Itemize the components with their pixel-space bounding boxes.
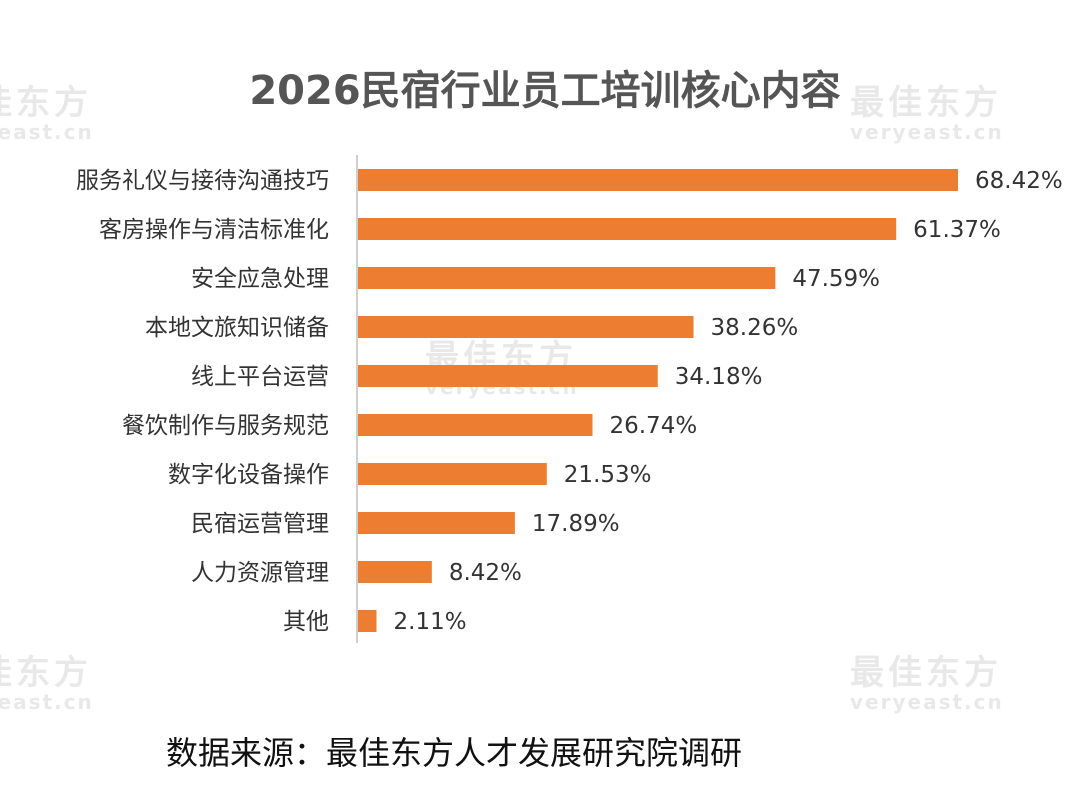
category-label: 餐饮制作与服务规范: [122, 413, 329, 439]
bar: [358, 512, 515, 534]
chart-title: 2026民宿行业员工培训核心内容: [249, 68, 841, 114]
bar: [358, 414, 593, 436]
bar-group: 服务礼仪与接待沟通技巧 68.42% 客房操作与清洁标准化 61.37% 安全应急处理 4…: [76, 168, 1063, 635]
category-label: 本地文旅知识储备: [145, 315, 329, 341]
bar: [358, 218, 897, 240]
value-label: 68.42%: [975, 168, 1063, 194]
category-label: 安全应急处理: [191, 266, 329, 292]
category-label: 线上平台运营: [191, 364, 329, 390]
bar: [358, 610, 377, 632]
value-label: 38.26%: [711, 315, 799, 341]
bar: [358, 561, 432, 583]
category-label: 人力资源管理: [191, 560, 329, 586]
value-label: 8.42%: [449, 560, 522, 586]
value-label: 34.18%: [675, 364, 763, 390]
bar: [358, 267, 776, 289]
bar: [358, 365, 658, 387]
value-label: 47.59%: [792, 266, 880, 292]
value-label: 61.37%: [913, 217, 1001, 243]
bar: [358, 463, 547, 485]
category-label: 其他: [283, 609, 329, 635]
data-source-note: 数据来源：最佳东方人才发展研究院调研: [166, 734, 743, 772]
category-label: 数字化设备操作: [168, 462, 329, 488]
value-label: 26.74%: [609, 413, 697, 439]
value-label: 17.89%: [532, 511, 620, 537]
category-label: 民宿运营管理: [191, 511, 329, 537]
value-label: 2.11%: [394, 609, 467, 635]
bar: [358, 316, 694, 338]
category-label: 服务礼仪与接待沟通技巧: [76, 168, 329, 194]
bar: [358, 169, 958, 191]
value-label: 21.53%: [564, 462, 652, 488]
category-label: 客房操作与清洁标准化: [99, 217, 329, 243]
